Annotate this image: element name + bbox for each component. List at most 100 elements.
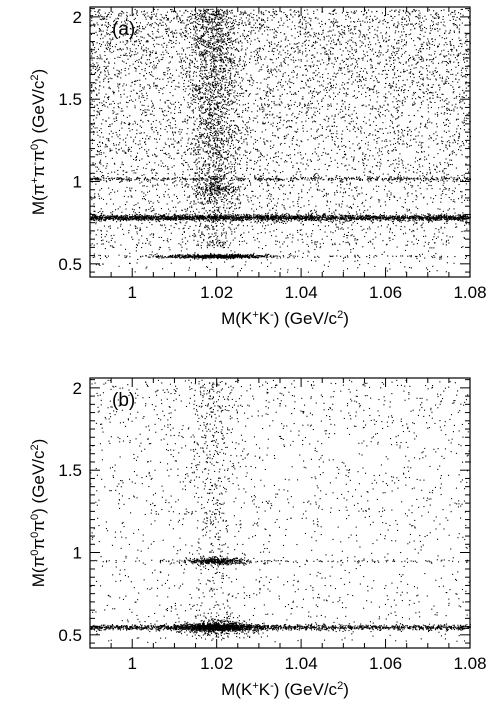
- data-point: [95, 219, 97, 221]
- data-point: [115, 117, 117, 119]
- data-point: [448, 77, 450, 79]
- data-point: [386, 76, 388, 78]
- data-point: [106, 75, 108, 77]
- data-point: [194, 175, 196, 177]
- data-point: [257, 121, 259, 123]
- data-point: [352, 160, 354, 162]
- data-point: [200, 96, 202, 98]
- data-point: [363, 132, 365, 134]
- data-point: [348, 206, 350, 208]
- data-point: [329, 130, 331, 132]
- data-point: [123, 54, 125, 56]
- data-point: [410, 139, 412, 141]
- data-point: [404, 18, 406, 20]
- data-point: [401, 206, 403, 208]
- data-point: [378, 73, 380, 75]
- data-point: [379, 111, 381, 113]
- data-point: [137, 79, 139, 81]
- data-point: [270, 140, 272, 142]
- data-point: [409, 229, 411, 231]
- data-point: [376, 55, 378, 57]
- data-point: [432, 73, 434, 75]
- data-point: [196, 44, 198, 46]
- data-point: [237, 95, 239, 97]
- data-point: [415, 194, 417, 196]
- data-point: [352, 120, 354, 122]
- data-point: [236, 103, 238, 105]
- data-point: [119, 56, 121, 58]
- data-point: [405, 12, 407, 14]
- data-point: [97, 24, 99, 26]
- data-point: [137, 166, 139, 168]
- data-point: [448, 58, 450, 60]
- data-point: [280, 11, 282, 13]
- data-point: [235, 132, 237, 134]
- data-point: [439, 170, 441, 172]
- data-point: [330, 47, 332, 49]
- data-point: [378, 201, 380, 203]
- data-point: [390, 164, 392, 166]
- data-point: [102, 41, 104, 43]
- data-point: [208, 22, 210, 24]
- data-point: [109, 44, 111, 46]
- data-point: [340, 214, 342, 216]
- data-point: [345, 154, 347, 156]
- data-point: [335, 21, 337, 23]
- data-point: [300, 34, 302, 36]
- data-point: [347, 93, 349, 95]
- data-point: [238, 61, 240, 63]
- data-point: [397, 134, 399, 136]
- data-point: [152, 105, 154, 107]
- data-point: [150, 207, 152, 209]
- data-point: [386, 145, 388, 147]
- data-point: [266, 169, 268, 171]
- data-point: [372, 134, 374, 136]
- data-point: [194, 161, 196, 163]
- data-point: [412, 104, 414, 106]
- data-point: [381, 128, 383, 130]
- data-point: [272, 88, 274, 90]
- data-point: [420, 50, 422, 52]
- data-point: [409, 181, 411, 183]
- data-point: [385, 41, 387, 43]
- data-point: [309, 91, 311, 93]
- data-point: [184, 34, 186, 36]
- data-point: [255, 99, 257, 101]
- data-point: [215, 47, 217, 49]
- data-point: [203, 128, 205, 130]
- data-point: [95, 221, 97, 223]
- data-point: [277, 21, 279, 23]
- data-point: [188, 41, 190, 43]
- data-point: [436, 94, 438, 96]
- data-point: [371, 108, 373, 110]
- data-point: [99, 28, 101, 30]
- data-point: [261, 207, 263, 209]
- data-point: [401, 31, 403, 33]
- data-point: [367, 144, 369, 146]
- data-point: [384, 86, 386, 88]
- data-point: [244, 22, 246, 24]
- data-point: [135, 157, 137, 159]
- data-point: [430, 59, 432, 61]
- data-point: [460, 8, 462, 10]
- data-point: [364, 38, 366, 40]
- data-point: [305, 39, 307, 41]
- data-point: [415, 238, 417, 240]
- data-point: [421, 60, 423, 62]
- data-point: [321, 59, 323, 61]
- data-point: [194, 149, 196, 151]
- data-point: [214, 36, 216, 38]
- data-point: [142, 54, 144, 56]
- data-point: [337, 226, 339, 228]
- data-point: [140, 132, 142, 134]
- data-point: [345, 58, 347, 60]
- data-point: [187, 196, 189, 198]
- data-point: [355, 168, 357, 170]
- data-point: [460, 128, 462, 130]
- data-point: [299, 229, 301, 231]
- data-point: [331, 115, 333, 117]
- data-point: [315, 35, 317, 37]
- data-point: [257, 148, 259, 150]
- data-point: [424, 26, 426, 28]
- data-point: [290, 28, 292, 30]
